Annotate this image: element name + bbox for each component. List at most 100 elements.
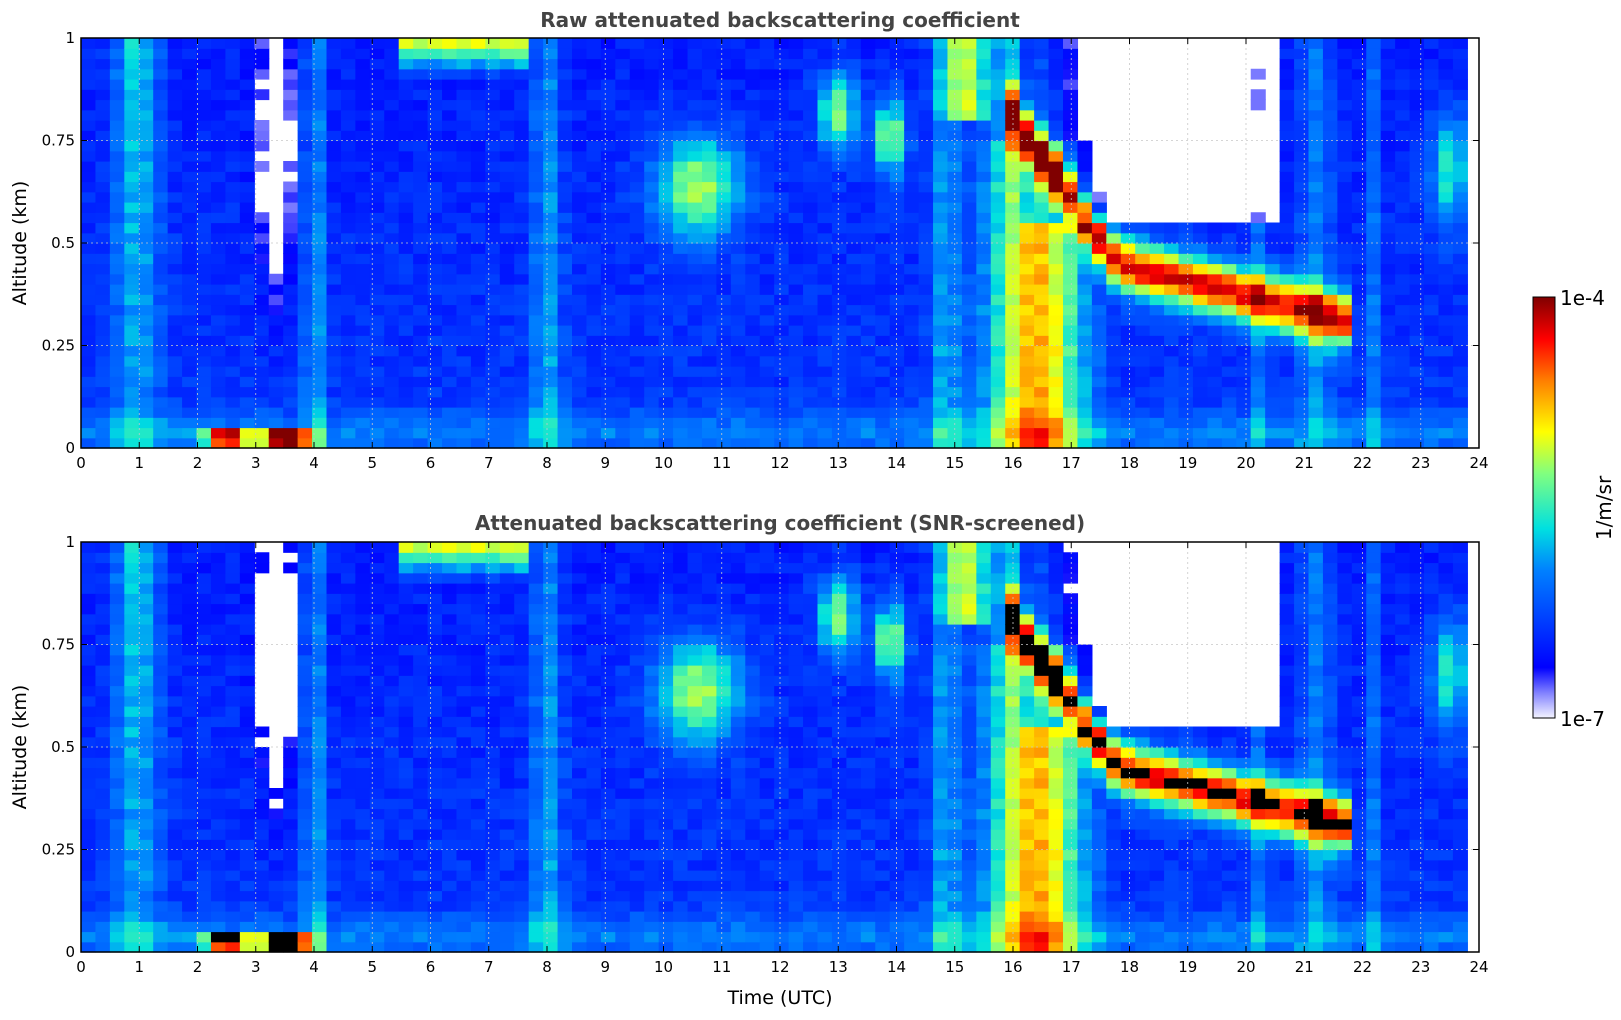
heatmap-cell xyxy=(528,284,544,295)
heatmap-cell xyxy=(124,396,140,408)
heatmap-cell xyxy=(1279,314,1295,326)
heatmap-cell xyxy=(124,911,140,922)
heatmap-cell xyxy=(803,48,819,60)
heatmap-cell xyxy=(109,161,125,172)
heatmap-cell xyxy=(182,396,198,408)
heatmap-cell xyxy=(860,161,876,172)
heatmap-cell xyxy=(644,150,660,162)
heatmap-cell xyxy=(528,654,544,666)
heatmap-cell xyxy=(210,736,227,748)
heatmap-cell xyxy=(701,284,718,295)
heatmap-cell xyxy=(1452,386,1468,398)
heatmap-cell xyxy=(629,171,645,183)
heatmap-cell xyxy=(687,130,703,142)
heatmap-cell xyxy=(817,417,833,429)
heatmap-cell xyxy=(1048,99,1064,111)
heatmap-cell xyxy=(153,818,169,830)
heatmap-cell xyxy=(918,222,934,234)
heatmap-cell xyxy=(254,140,270,152)
heatmap-cell xyxy=(1077,161,1093,172)
heatmap-cell xyxy=(817,325,833,336)
heatmap-cell xyxy=(254,931,270,943)
heatmap-cell xyxy=(312,634,328,646)
heatmap-cell xyxy=(326,900,342,912)
heatmap-cell xyxy=(485,48,501,60)
heatmap-cell xyxy=(1048,202,1064,213)
heatmap-cell xyxy=(239,675,255,687)
heatmap-cell xyxy=(369,181,385,193)
heatmap-cell xyxy=(788,79,804,90)
heatmap-cell xyxy=(81,109,97,121)
heatmap-cell xyxy=(153,314,169,326)
heatmap-cell xyxy=(340,706,356,717)
heatmap-cell xyxy=(1178,335,1194,347)
heatmap-cell xyxy=(543,325,559,336)
heatmap-cell xyxy=(442,634,458,646)
heatmap-cell xyxy=(413,304,429,316)
heatmap-cell xyxy=(586,366,602,377)
heatmap-cell xyxy=(210,839,227,851)
heatmap-cell xyxy=(831,366,847,377)
heatmap-cell xyxy=(528,603,544,615)
heatmap-cell xyxy=(586,191,602,203)
heatmap-cell xyxy=(1207,417,1223,429)
heatmap-cell xyxy=(384,253,400,265)
heatmap-cell xyxy=(297,777,313,789)
heatmap-cell xyxy=(1250,417,1266,429)
heatmap-cell xyxy=(572,232,588,244)
heatmap-cell xyxy=(543,417,559,429)
heatmap-cell xyxy=(1207,335,1223,347)
heatmap-cell xyxy=(745,335,761,347)
heatmap-cell xyxy=(326,427,342,439)
heatmap-cell xyxy=(153,593,169,605)
heatmap-cell xyxy=(210,572,227,584)
heatmap-cell xyxy=(297,593,313,605)
heatmap-cell xyxy=(644,171,660,183)
heatmap-cell xyxy=(1192,243,1209,254)
heatmap-cell xyxy=(831,386,847,398)
heatmap-cell xyxy=(1438,171,1454,183)
heatmap-cell xyxy=(557,859,573,871)
heatmap-cell xyxy=(196,634,212,646)
heatmap-cell xyxy=(788,355,804,367)
heatmap-cell xyxy=(1279,386,1295,398)
heatmap-cell xyxy=(81,695,97,707)
heatmap-cell xyxy=(557,120,573,131)
heatmap-cell xyxy=(730,48,746,60)
heatmap-cell xyxy=(1034,366,1050,377)
heatmap-cell xyxy=(210,706,227,717)
heatmap-cell xyxy=(514,99,530,111)
heatmap-cell xyxy=(1294,212,1310,224)
heatmap-cell xyxy=(1409,150,1425,162)
heatmap-cell xyxy=(658,99,674,111)
heatmap-cell xyxy=(846,366,862,377)
heatmap-cell xyxy=(615,263,631,275)
heatmap-cell xyxy=(340,38,356,49)
heatmap-cell xyxy=(81,140,97,152)
heatmap-cell xyxy=(572,48,588,60)
heatmap-cell xyxy=(239,839,255,851)
heatmap-cell xyxy=(1019,202,1035,213)
heatmap-cell xyxy=(239,859,255,871)
heatmap-cell xyxy=(572,335,588,347)
heatmap-cell xyxy=(124,273,140,285)
heatmap-cell xyxy=(153,921,169,933)
heatmap-cell xyxy=(210,191,227,203)
heatmap-cell xyxy=(875,120,891,131)
heatmap-cell xyxy=(442,294,458,306)
heatmap-cell xyxy=(745,407,761,418)
heatmap-cell xyxy=(1395,232,1411,244)
heatmap-cell xyxy=(860,140,876,152)
heatmap-cell xyxy=(340,109,356,121)
heatmap-cell xyxy=(1005,376,1021,388)
heatmap-cell xyxy=(442,99,458,111)
heatmap-cell xyxy=(1207,325,1223,336)
heatmap-cell xyxy=(210,294,227,306)
heatmap-cell xyxy=(1279,407,1295,418)
heatmap-cell xyxy=(210,304,227,316)
heatmap-cell xyxy=(355,911,371,922)
heatmap-cell xyxy=(340,593,356,605)
heatmap-cell xyxy=(95,150,111,162)
heatmap-cell xyxy=(933,304,949,316)
heatmap-cell xyxy=(860,325,876,336)
